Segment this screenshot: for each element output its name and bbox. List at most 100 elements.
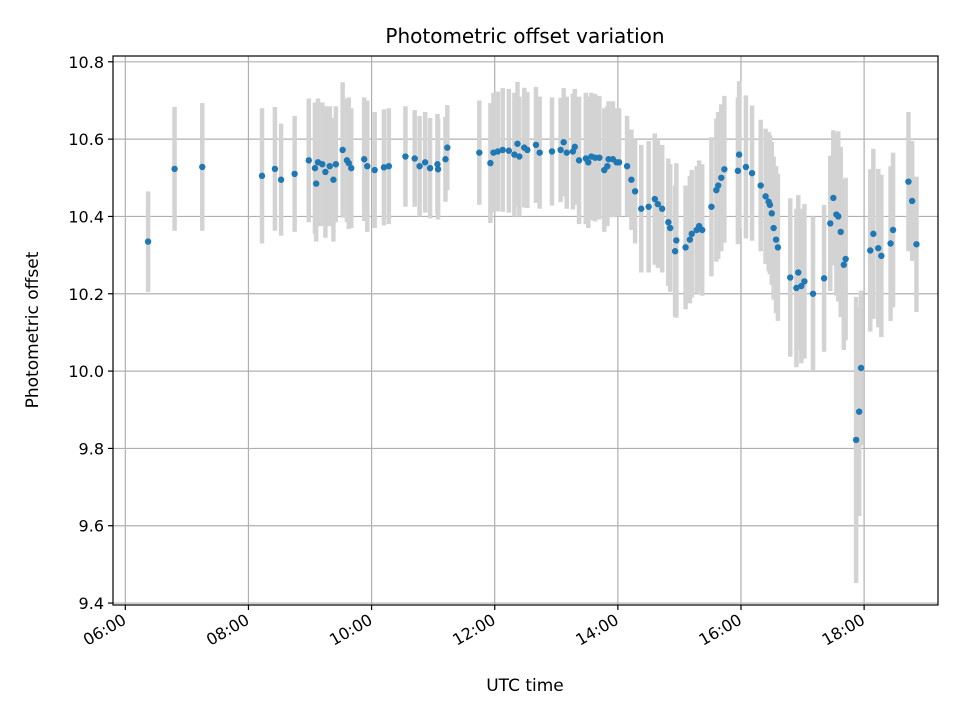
data-point (532, 141, 540, 149)
data-point (809, 290, 817, 297)
data-point (330, 176, 337, 183)
y-tick-label: 10.8 (68, 53, 104, 72)
data-point (721, 166, 728, 173)
data-point (416, 162, 423, 170)
data-point (887, 240, 894, 247)
data-point (434, 161, 441, 168)
data-point (385, 162, 393, 170)
data-point (560, 139, 567, 146)
data-point (494, 148, 501, 155)
data-point (596, 154, 603, 161)
data-point (748, 169, 756, 177)
data-point (830, 194, 837, 202)
data-point (913, 241, 920, 248)
data-point (772, 236, 780, 243)
data-point (842, 255, 849, 263)
data-point (715, 182, 722, 189)
data-point (682, 244, 689, 251)
data-point (673, 237, 680, 244)
data-point (698, 226, 706, 234)
data-point (476, 149, 483, 156)
data-point (426, 164, 434, 172)
data-point (787, 274, 794, 281)
data-point (322, 168, 329, 176)
data-point (332, 161, 340, 168)
data-point (735, 151, 743, 158)
data-point (311, 164, 319, 172)
data-point (360, 156, 368, 163)
data-point (442, 156, 449, 163)
data-point (305, 157, 312, 164)
data-point (905, 178, 912, 185)
data-point (801, 278, 808, 285)
data-point (536, 149, 543, 156)
data-point (557, 146, 564, 154)
data-point (499, 146, 506, 154)
data-point (666, 224, 674, 232)
data-point (371, 166, 378, 174)
data-point (774, 244, 782, 251)
data-point (380, 164, 388, 171)
data-point (840, 261, 848, 268)
data-point (855, 408, 863, 415)
data-point (258, 172, 266, 180)
y-axis: 9.4 9.6 9.8 10.0 10.2 10.4 10.6 10.8 (68, 53, 113, 613)
data-point (402, 153, 409, 160)
data-point (623, 162, 631, 170)
data-point (651, 195, 658, 203)
data-point (524, 146, 531, 154)
data-point (271, 165, 279, 173)
y-axis-title: Photometric offset (23, 251, 43, 408)
y-tick-label: 9.8 (79, 439, 104, 458)
x-axis-title: UTC time (486, 676, 564, 696)
data-point (563, 149, 570, 156)
data-point (793, 284, 800, 292)
data-point (575, 157, 583, 164)
data-point (638, 205, 645, 212)
data-point (827, 220, 834, 227)
data-point (857, 364, 865, 372)
data-point (364, 162, 371, 170)
data-point (878, 252, 885, 260)
data-point (766, 201, 774, 209)
data-point (770, 224, 777, 232)
data-point (654, 200, 662, 208)
data-point (199, 163, 206, 171)
data-point (421, 159, 429, 166)
data-point (708, 203, 715, 210)
data-point (326, 162, 333, 170)
data-point (345, 159, 353, 167)
data-point (837, 228, 844, 236)
data-point (434, 166, 442, 173)
data-point (718, 174, 725, 181)
data-point (820, 275, 828, 282)
data-point (516, 153, 523, 160)
data-point (852, 436, 860, 444)
data-point (795, 269, 802, 276)
data-point (798, 282, 805, 290)
chart-title: Photometric offset variation (385, 24, 664, 48)
data-point (548, 148, 556, 155)
data-point (505, 147, 513, 154)
data-point (277, 176, 285, 183)
y-tick-label: 10.4 (68, 207, 104, 226)
data-point (411, 155, 418, 162)
data-point (665, 219, 672, 226)
data-point (688, 230, 695, 238)
data-point (571, 143, 578, 151)
y-tick-label: 10.0 (68, 362, 104, 381)
data-point (762, 193, 769, 200)
data-point (889, 226, 897, 234)
data-point (444, 144, 451, 151)
data-point (628, 176, 635, 183)
data-point (757, 182, 764, 189)
data-point (319, 161, 326, 168)
data-point (768, 210, 775, 217)
data-point (870, 230, 877, 238)
data-point (671, 248, 679, 255)
data-point (604, 162, 611, 170)
data-point (144, 238, 152, 245)
data-point (585, 159, 592, 166)
data-point (908, 197, 916, 205)
